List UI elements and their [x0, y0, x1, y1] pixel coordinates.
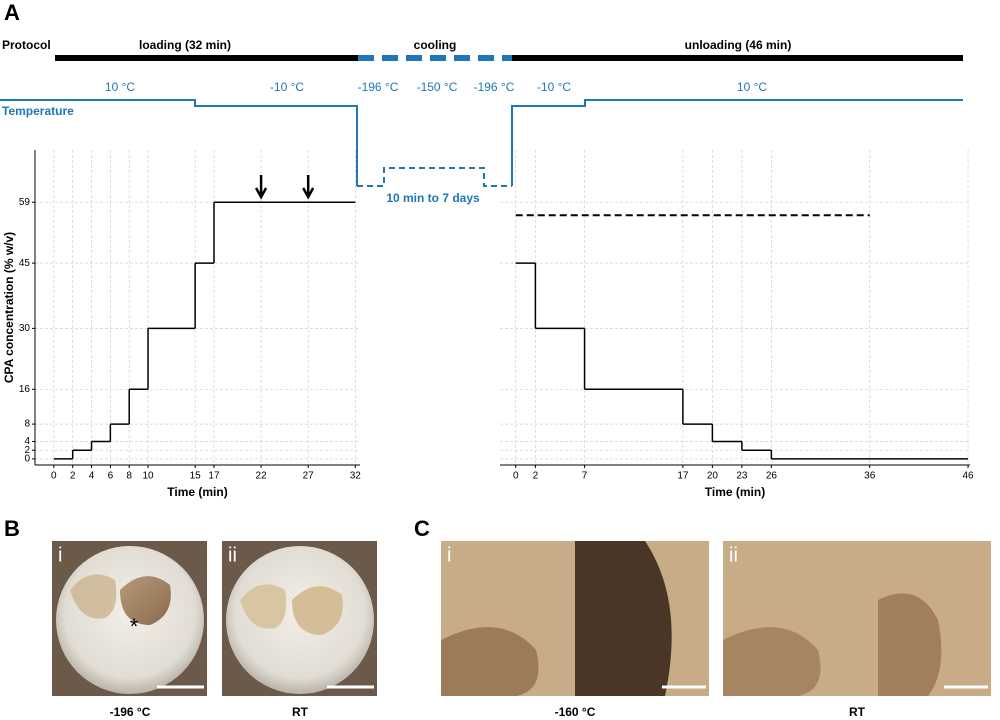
tissue	[70, 574, 117, 619]
x-tick-label: 10	[142, 471, 154, 482]
x-tick-label: 36	[864, 471, 876, 482]
x-tick-label: 4	[89, 471, 95, 482]
y-tick-label: 2	[24, 445, 30, 456]
arrow	[302, 175, 315, 200]
x-tick-label: 17	[677, 471, 689, 482]
storage-duration: 10 min to 7 days	[386, 191, 480, 205]
x-tick-label: 7	[582, 471, 588, 482]
y-tick-label: 16	[19, 384, 31, 395]
subpanel-label: i	[447, 544, 451, 566]
marker: *	[130, 614, 139, 639]
x-tick-label: 32	[350, 471, 362, 482]
x-tick-label: 17	[208, 471, 220, 482]
phase-label: loading (32 min)	[139, 38, 231, 52]
caption: -196 °C	[110, 705, 151, 719]
subpanel-label: ii	[228, 544, 237, 566]
y-tick-label: 45	[19, 258, 31, 269]
tissue	[723, 627, 821, 696]
caption: RT	[292, 705, 309, 719]
temperature-value: -10 °C	[270, 80, 304, 94]
panel-label: A	[4, 0, 20, 25]
temperature-value: -196 °C	[474, 80, 515, 94]
temperature-line	[0, 99, 358, 186]
temperature-value: -196 °C	[358, 80, 399, 94]
temperature-value: 10 °C	[737, 80, 767, 94]
subpanel-label: ii	[729, 544, 738, 566]
tissue	[120, 576, 171, 625]
x-tick-label: 0	[51, 471, 57, 482]
subpanel-label: i	[58, 544, 62, 566]
x-tick-label: 2	[70, 471, 76, 482]
tissue	[240, 584, 287, 629]
y-tick-label: 59	[19, 197, 31, 208]
y-tick-label: 8	[24, 419, 30, 430]
temperature-label: Temperature	[2, 104, 74, 118]
y-tick-label: 30	[19, 323, 31, 334]
tissue	[878, 593, 942, 696]
panel-label: B	[4, 516, 20, 541]
y-tick-label: 4	[24, 436, 30, 447]
x-tick-label: 6	[108, 471, 114, 482]
temperature-line	[511, 99, 963, 186]
x-tick-label: 26	[766, 471, 778, 482]
x-tick-label: 0	[513, 471, 519, 482]
tissue	[575, 541, 672, 696]
temperature-value: -150 °C	[417, 80, 458, 94]
tissue	[441, 627, 539, 696]
x-tick-label: 46	[962, 471, 974, 482]
protocol-label: Protocol	[2, 38, 51, 52]
x-tick-label: 20	[707, 471, 719, 482]
caption: -160 °C	[555, 705, 596, 719]
temperature-line	[357, 167, 512, 187]
temperature-value: 10 °C	[105, 80, 135, 94]
x-axis-label: Time (min)	[167, 485, 227, 499]
caption: RT	[849, 705, 866, 719]
x-tick-label: 8	[126, 471, 132, 482]
y-tick-label: 0	[24, 454, 30, 465]
phase-label: cooling	[414, 38, 457, 52]
temperature-value: -10 °C	[537, 80, 571, 94]
x-tick-label: 22	[256, 471, 268, 482]
tissue	[292, 586, 343, 635]
arrow	[254, 175, 268, 200]
x-tick-label: 23	[736, 471, 748, 482]
y-axis-label: CPA concentration (% w/v)	[2, 232, 16, 383]
phase-label: unloading (46 min)	[685, 38, 792, 52]
x-tick-label: 27	[303, 471, 315, 482]
panel-label: C	[414, 516, 430, 541]
x-axis-label: Time (min)	[705, 485, 765, 499]
x-tick-label: 15	[190, 471, 202, 482]
x-tick-label: 2	[533, 471, 539, 482]
